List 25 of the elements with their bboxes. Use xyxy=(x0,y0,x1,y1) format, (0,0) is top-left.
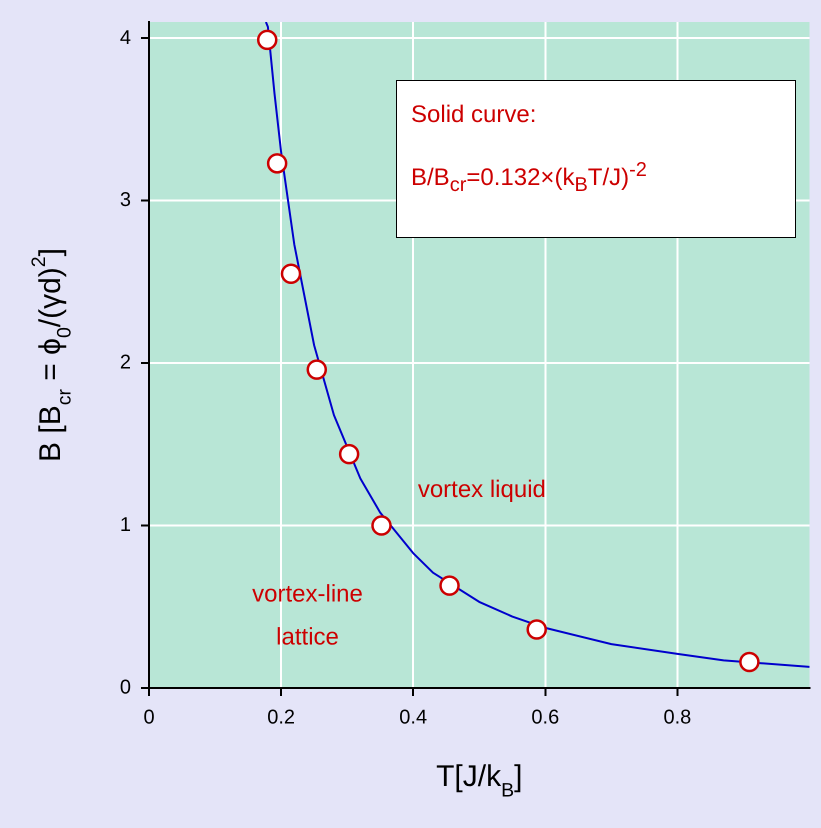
point xyxy=(439,575,460,596)
point xyxy=(306,359,328,380)
point xyxy=(526,619,547,640)
point xyxy=(256,30,278,50)
point xyxy=(266,153,288,174)
y-tick-label: 4 xyxy=(120,26,131,49)
annotation: vortex liquid xyxy=(418,476,546,503)
point xyxy=(739,652,760,672)
y-tick-label: 0 xyxy=(120,676,131,699)
x-tick-label: 0.4 xyxy=(399,706,428,729)
note-box: Solid curve: B/B$_{cr}$=0.132×(k$_{B}$T/J)$^{-2}$ xyxy=(396,80,796,238)
x-tick-label: 0.2 xyxy=(267,706,296,729)
y-tick-label: 3 xyxy=(120,189,131,212)
point xyxy=(338,444,360,464)
x-tick-label: 0.6 xyxy=(531,706,560,729)
x-tick-label: 0.8 xyxy=(663,706,692,729)
y-tick-label: 2 xyxy=(120,352,131,374)
y-tick-label: 1 xyxy=(120,514,131,536)
annotation: vortex-line lattice xyxy=(252,580,363,651)
annotation: B/B$_{cr}$=0.132×(k$_{B}$T/J)$^{-2}$ xyxy=(411,159,648,197)
point xyxy=(371,515,392,536)
annotation: Solid curve: xyxy=(411,101,538,129)
point xyxy=(280,264,302,284)
y-axis-title: B [Bcr = ϕ0/(γd)2] xyxy=(28,248,76,462)
x-tick-label: 0 xyxy=(143,706,155,729)
